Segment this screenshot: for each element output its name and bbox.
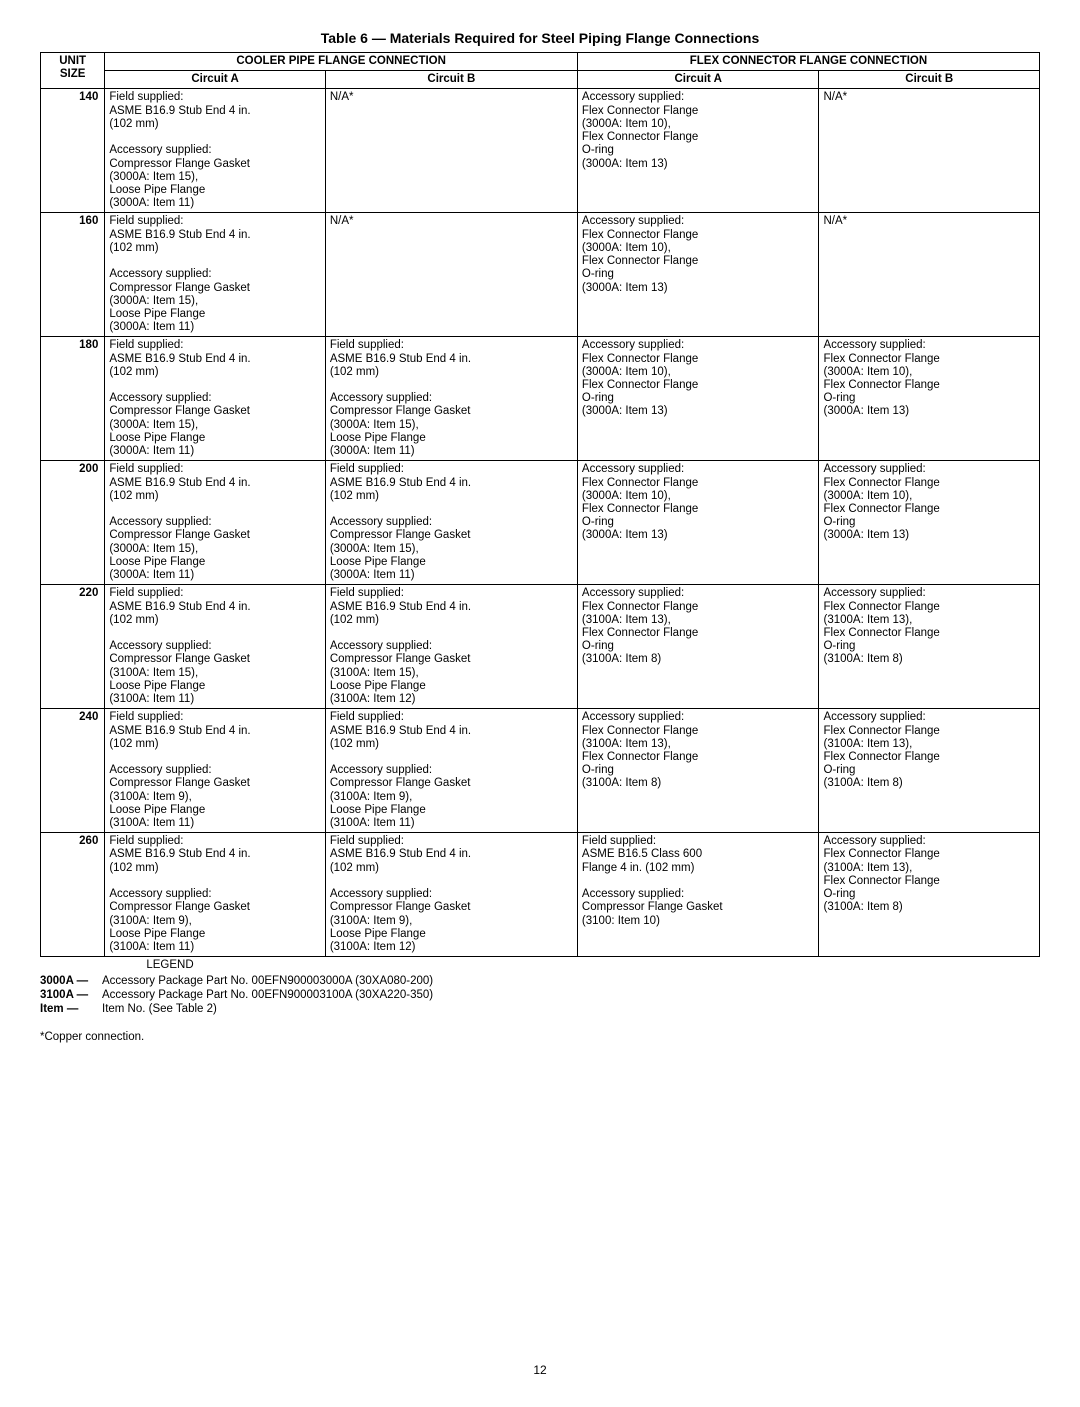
unit-size-cell: 200 [41, 461, 105, 585]
data-cell: Field supplied: ASME B16.9 Stub End 4 in… [325, 585, 577, 709]
unit-size-cell: 240 [41, 709, 105, 833]
data-cell: Field supplied: ASME B16.9 Stub End 4 in… [105, 833, 325, 957]
data-cell: Accessory supplied: Flex Connector Flang… [577, 337, 819, 461]
legend-key: 3100A — [40, 989, 102, 1003]
legend-block: 3000A —Accessory Package Part No. 00EFN9… [40, 975, 1040, 1016]
table-row: 220Field supplied: ASME B16.9 Stub End 4… [41, 585, 1040, 709]
table-row: 260Field supplied: ASME B16.9 Stub End 4… [41, 833, 1040, 957]
legend-key: 3000A — [40, 975, 102, 989]
table-row: 240Field supplied: ASME B16.9 Stub End 4… [41, 709, 1040, 833]
header-cooler: COOLER PIPE FLANGE CONNECTION [105, 53, 578, 71]
data-cell: Accessory supplied: Flex Connector Flang… [819, 833, 1040, 957]
data-cell: N/A* [325, 213, 577, 337]
data-cell: Accessory supplied: Flex Connector Flang… [577, 585, 819, 709]
data-cell: Accessory supplied: Flex Connector Flang… [819, 585, 1040, 709]
legend-text: Accessory Package Part No. 00EFN90000300… [102, 975, 433, 989]
data-cell: Accessory supplied: Flex Connector Flang… [577, 709, 819, 833]
data-cell: Accessory supplied: Flex Connector Flang… [577, 461, 819, 585]
table-row: 200Field supplied: ASME B16.9 Stub End 4… [41, 461, 1040, 585]
header-cooler-circuit-a: Circuit A [105, 71, 325, 89]
footnote: *Copper connection. [40, 1031, 1040, 1043]
data-cell: Accessory supplied: Flex Connector Flang… [819, 337, 1040, 461]
unit-size-cell: 160 [41, 213, 105, 337]
data-cell: N/A* [819, 213, 1040, 337]
data-cell: Field supplied: ASME B16.9 Stub End 4 in… [105, 89, 325, 213]
header-flex: FLEX CONNECTOR FLANGE CONNECTION [577, 53, 1039, 71]
unit-size-cell: 180 [41, 337, 105, 461]
header-unit-size: UNIT SIZE [41, 53, 105, 89]
header-flex-circuit-a: Circuit A [577, 71, 819, 89]
materials-table: UNIT SIZE COOLER PIPE FLANGE CONNECTION … [40, 52, 1040, 957]
unit-size-cell: 220 [41, 585, 105, 709]
legend-key: Item — [40, 1003, 102, 1017]
data-cell: Field supplied: ASME B16.9 Stub End 4 in… [105, 461, 325, 585]
legend-title: LEGEND [40, 959, 300, 971]
data-cell: Field supplied: ASME B16.9 Stub End 4 in… [325, 461, 577, 585]
legend-line: Item —Item No. (See Table 2) [40, 1003, 1040, 1017]
data-cell: N/A* [819, 89, 1040, 213]
data-cell: Field supplied: ASME B16.9 Stub End 4 in… [325, 337, 577, 461]
table-row: 160Field supplied: ASME B16.9 Stub End 4… [41, 213, 1040, 337]
table-title: Table 6 — Materials Required for Steel P… [40, 30, 1040, 46]
data-cell: Field supplied: ASME B16.9 Stub End 4 in… [105, 585, 325, 709]
table-row: 180Field supplied: ASME B16.9 Stub End 4… [41, 337, 1040, 461]
legend-text: Item No. (See Table 2) [102, 1003, 217, 1017]
data-cell: Field supplied: ASME B16.9 Stub End 4 in… [105, 337, 325, 461]
data-cell: Accessory supplied: Flex Connector Flang… [577, 213, 819, 337]
unit-size-cell: 260 [41, 833, 105, 957]
data-cell: N/A* [325, 89, 577, 213]
page-number: 12 [40, 1363, 1040, 1377]
data-cell: Field supplied: ASME B16.5 Class 600 Fla… [577, 833, 819, 957]
data-cell: Field supplied: ASME B16.9 Stub End 4 in… [325, 833, 577, 957]
legend-line: 3100A —Accessory Package Part No. 00EFN9… [40, 989, 1040, 1003]
data-cell: Field supplied: ASME B16.9 Stub End 4 in… [105, 213, 325, 337]
data-cell: Field supplied: ASME B16.9 Stub End 4 in… [105, 709, 325, 833]
data-cell: Accessory supplied: Flex Connector Flang… [819, 461, 1040, 585]
table-row: 140Field supplied: ASME B16.9 Stub End 4… [41, 89, 1040, 213]
header-flex-circuit-b: Circuit B [819, 71, 1040, 89]
legend-line: 3000A —Accessory Package Part No. 00EFN9… [40, 975, 1040, 989]
unit-size-cell: 140 [41, 89, 105, 213]
data-cell: Accessory supplied: Flex Connector Flang… [577, 89, 819, 213]
legend-text: Accessory Package Part No. 00EFN90000310… [102, 989, 433, 1003]
header-cooler-circuit-b: Circuit B [325, 71, 577, 89]
data-cell: Field supplied: ASME B16.9 Stub End 4 in… [325, 709, 577, 833]
data-cell: Accessory supplied: Flex Connector Flang… [819, 709, 1040, 833]
